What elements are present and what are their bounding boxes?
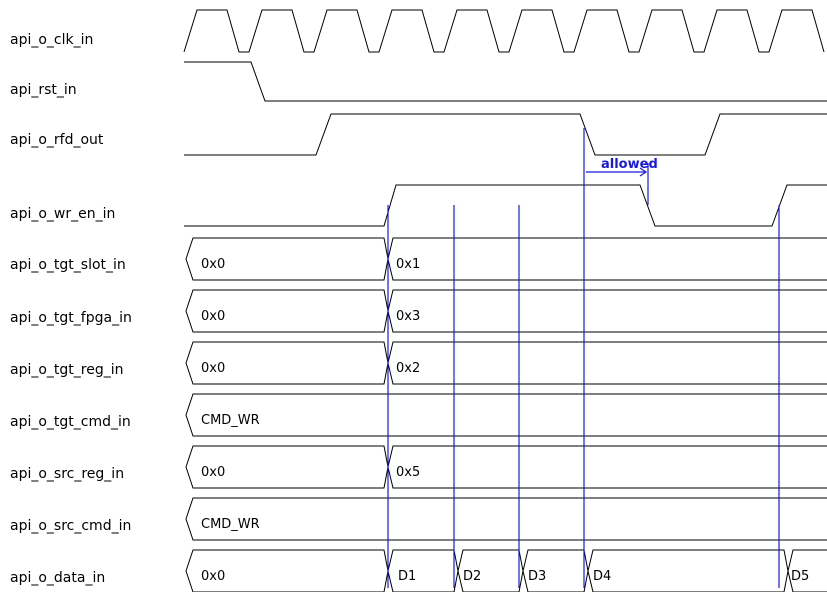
clk-waveform [183, 9, 825, 53]
signal-label-clk: api_o_clk_in [10, 32, 93, 48]
arrow-head-icon [639, 167, 648, 177]
bus-value: 0x0 [201, 569, 225, 584]
tgt-reg-bus: 0x0 0x2 [185, 341, 827, 385]
signal-label-data: api_o_data_in [10, 570, 105, 586]
bus-value: D5 [791, 569, 809, 584]
signal-label-tgt-cmd: api_o_tgt_cmd_in [10, 414, 131, 430]
bus-value: CMD_WR [201, 413, 260, 428]
bus-value: 0x0 [201, 361, 225, 376]
signal-label-src-cmd: api_o_src_cmd_in [10, 518, 131, 534]
data-bus: 0x0 D1 D2 D3 D4 D5 [185, 549, 827, 592]
allowed-label: allowed [601, 157, 658, 172]
rfd-waveform [184, 113, 827, 156]
allowed-annotation: allowed [586, 157, 658, 205]
src-reg-bus: 0x0 0x5 [185, 445, 827, 489]
signal-label-wr-en: api_o_wr_en_in [10, 206, 115, 222]
rst-waveform [184, 61, 827, 102]
src-cmd-bus: CMD_WR [185, 497, 827, 541]
bus-value: 0x0 [201, 465, 225, 480]
tgt-cmd-bus: CMD_WR [185, 393, 827, 437]
bus-value: D1 [398, 569, 416, 584]
bus-value: D3 [528, 569, 546, 584]
bus-value: CMD_WR [201, 517, 260, 532]
bus-value: D2 [463, 569, 481, 584]
bus-value: 0x0 [201, 309, 225, 324]
bus-value: D4 [593, 569, 611, 584]
signal-label-tgt-fpga: api_o_tgt_fpga_in [10, 310, 132, 326]
signal-label-rst: api_rst_in [10, 82, 77, 98]
wr-en-waveform [184, 184, 827, 227]
bus-value: 0x3 [396, 309, 420, 324]
bus-value: 0x0 [201, 257, 225, 272]
tgt-fpga-bus: 0x0 0x3 [185, 289, 827, 333]
bus-value: 0x5 [396, 465, 420, 480]
signal-label-tgt-reg: api_o_tgt_reg_in [10, 362, 124, 378]
signal-label-tgt-slot: api_o_tgt_slot_in [10, 257, 126, 273]
signal-label-src-reg: api_o_src_reg_in [10, 466, 124, 482]
bus-value: 0x1 [396, 257, 420, 272]
signal-label-rfd: api_o_rfd_out [10, 132, 104, 148]
tgt-slot-bus: 0x0 0x1 [185, 237, 827, 281]
bus-value: 0x2 [396, 361, 420, 376]
